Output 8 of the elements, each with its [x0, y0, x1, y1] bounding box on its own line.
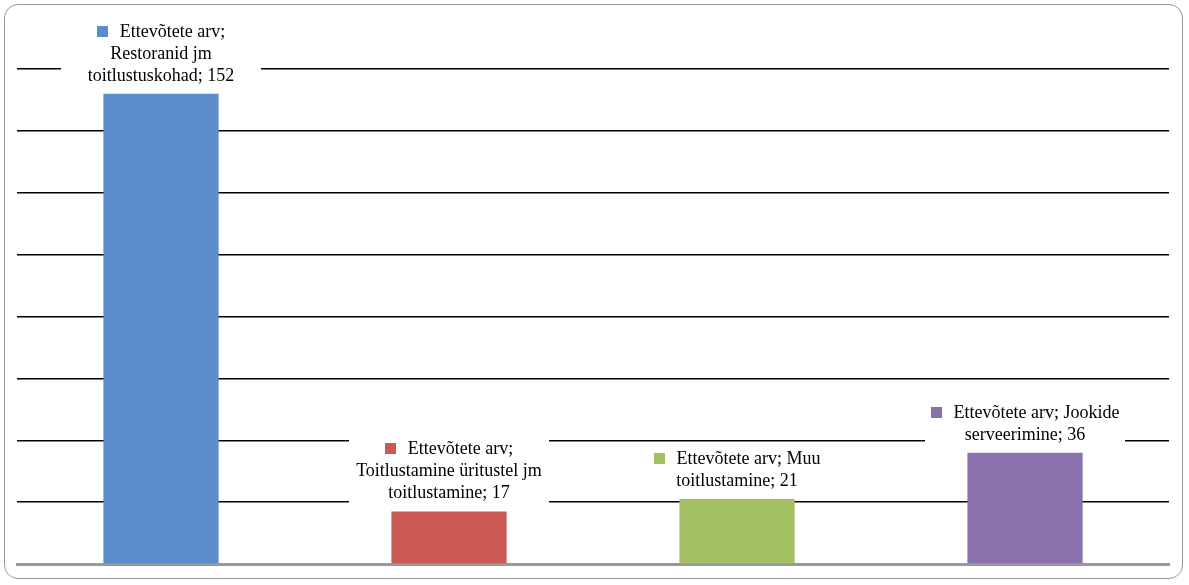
data-label: Ettevõtete arv; Restoranid jm toitlustuskohad; 152	[61, 19, 261, 86]
data-label: Ettevõtete arv; Muu toitlustamine; 21	[637, 447, 837, 492]
data-label: Ettevõtete arv; Toitlustamine üritustel jm toitlustamine; 17	[349, 437, 549, 504]
bar	[967, 452, 1083, 564]
bar	[679, 499, 795, 564]
bar	[103, 93, 219, 564]
bar	[391, 511, 507, 564]
data-label: Ettevõtete arv; Jookide serveerimine; 36	[925, 400, 1125, 445]
